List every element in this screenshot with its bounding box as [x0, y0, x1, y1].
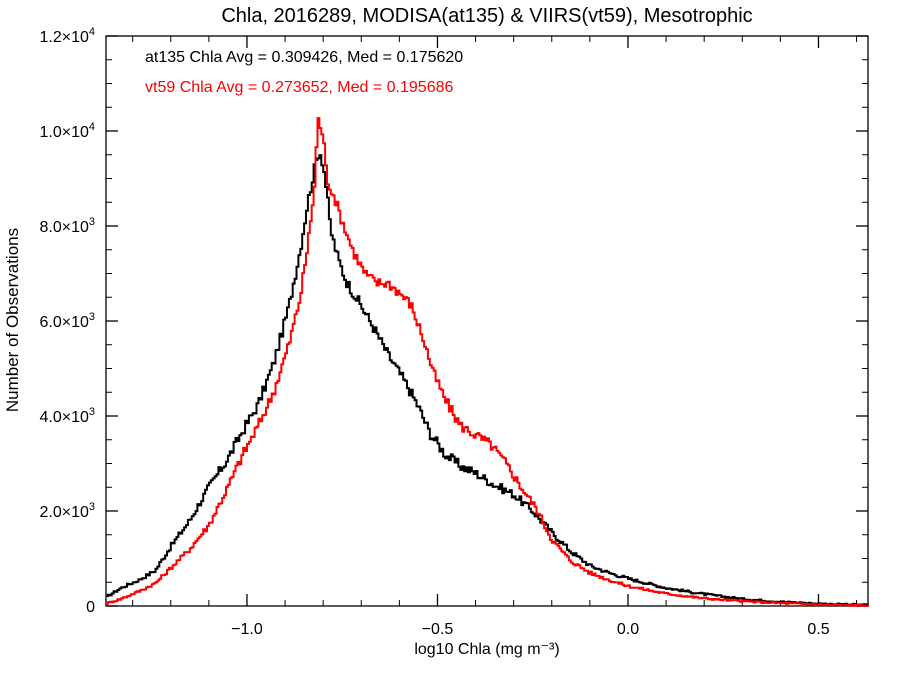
series-vt59-histogram: [106, 117, 869, 607]
stats-annotation-at135: at135 Chla Avg = 0.309426, Med = 0.17562…: [145, 49, 463, 66]
series-at135-histogram: [106, 154, 869, 607]
x-tick-label: −1.0: [231, 621, 263, 638]
y-tick-label: 8.0×103: [39, 216, 95, 236]
x-axis-label: log10 Chla (mg m⁻³): [414, 641, 559, 658]
x-tick-label: −0.5: [422, 621, 454, 638]
stats-annotation-vt59: vt59 Chla Avg = 0.273652, Med = 0.195686: [145, 79, 453, 96]
y-tick-label: 1.2×104: [39, 26, 95, 46]
x-tick-label: 0.5: [807, 621, 829, 638]
y-tick-label: 4.0×103: [39, 406, 95, 426]
plot-frame: [105, 35, 869, 607]
y-axis: 0 2.0×103 4.0×103 6.0×103 8.0×103 1.0×104 1.2×…: [39, 26, 868, 616]
y-axis-label: Number of Observations: [3, 228, 22, 412]
x-axis: −1.0 −0.5 0.0 0.5: [132, 36, 858, 638]
x-tick-label: 0.0: [617, 621, 639, 638]
y-tick-label: 2.0×103: [39, 501, 95, 521]
chart-title: Chla, 2016289, MODISA(at135) & VIIRS(vt5…: [221, 5, 752, 27]
y-tick-label: 0: [86, 599, 95, 616]
y-tick-label: 1.0×104: [39, 121, 95, 141]
y-tick-label: 6.0×103: [39, 311, 95, 331]
series-layer: [106, 117, 869, 607]
plot-border: [105, 35, 869, 607]
